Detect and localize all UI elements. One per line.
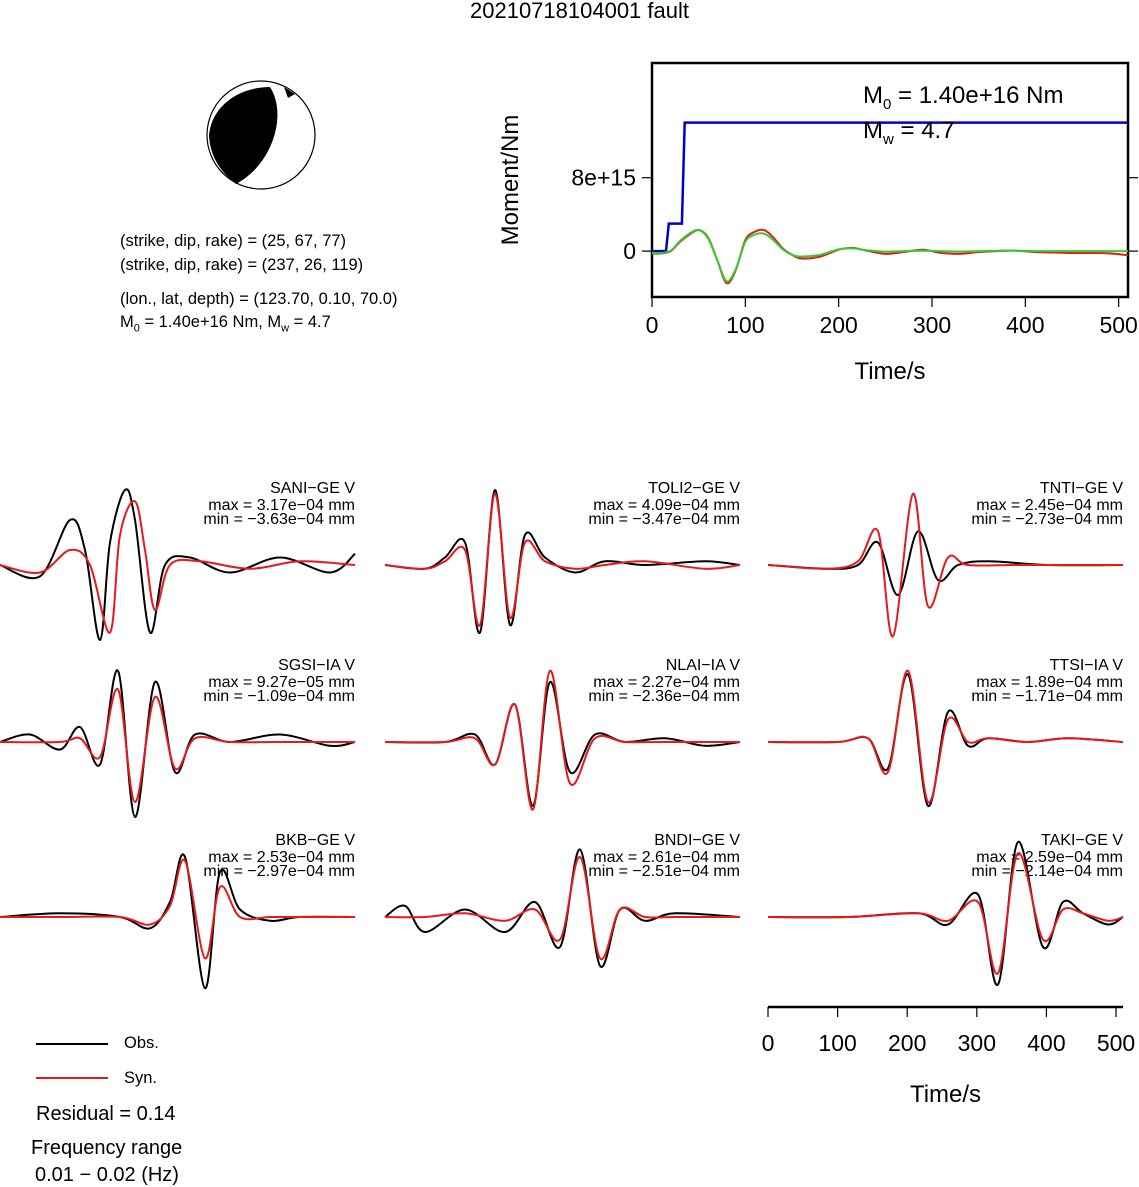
- station-min: min = −2.73e−04 mm: [971, 511, 1123, 528]
- moment-magnitude-info: M0 = 1.40e+16 Nm, Mw = 4.7: [120, 313, 331, 335]
- x-tick-label: 200: [819, 312, 857, 338]
- syn-trace: [384, 669, 740, 811]
- syn-trace: [0, 688, 355, 804]
- station-max: max = 2.27e−04 mm: [593, 674, 740, 691]
- x-tick-label: 300: [913, 312, 951, 338]
- moment-series-2: [651, 228, 1128, 283]
- station-name: TNTI−GE V: [1040, 480, 1123, 497]
- strike-dip-rake-2: (strike, dip, rake) = (237, 26, 119): [120, 256, 364, 274]
- moment-plot-frame: [650, 61, 1130, 299]
- figure-title: 20210718104001 fault: [470, 0, 689, 23]
- residual-label: Residual = 0.14: [36, 1103, 176, 1125]
- station-min: min = −1.09e−04 mm: [203, 688, 355, 705]
- station-name: NLAI−IA V: [666, 657, 741, 674]
- legend-obs-label: Obs.: [124, 1034, 159, 1052]
- mw-main: M: [863, 117, 883, 144]
- syn-trace: [767, 852, 1124, 975]
- syn-trace: [0, 500, 356, 634]
- moment-plot: 0 8e+15 0 100 200 300 400 500 Time/s Moment/Nm: [497, 61, 1138, 385]
- station-min: min = −2.36e−04 mm: [588, 688, 740, 705]
- obs-trace: [384, 680, 741, 807]
- x-tick-label: 100: [726, 312, 764, 338]
- frequency-range-value: 0.01 − 0.02 (Hz): [35, 1164, 179, 1186]
- station-min: min = −3.47e−04 mm: [588, 511, 740, 528]
- legend-lines: [36, 1043, 108, 1079]
- m0-subscript: 0: [133, 322, 140, 335]
- syn-trace: [767, 492, 1123, 638]
- station-max: max = 3.17e−04 mm: [208, 497, 355, 514]
- x-axis-label: Time/s: [854, 358, 925, 385]
- x-tick-label: 500: [1099, 312, 1137, 338]
- station-name: TTSI−IA V: [1050, 657, 1124, 674]
- mw-main-value: = 4.7: [893, 117, 955, 144]
- obs-trace: [767, 530, 1124, 597]
- y-tick-label: 0: [623, 238, 636, 264]
- y-tick-label: 8e+15: [571, 165, 636, 191]
- x-tick-label: 0: [646, 312, 659, 338]
- time-axis-label: Time/s: [910, 1081, 981, 1108]
- station-min: min = −3.63e−04 mm: [203, 511, 355, 528]
- frequency-range-label: Frequency range: [31, 1137, 183, 1159]
- moment-series-group: [651, 121, 1129, 285]
- station-max: max = 4.09e−04 mm: [593, 497, 740, 514]
- time-axis-tick-label: 500: [1097, 1030, 1135, 1056]
- station-max: max = 2.61e−04 mm: [593, 849, 740, 866]
- m0-value: = 1.40e+16 Nm, M: [139, 313, 282, 331]
- station-name: SANI−GE V: [270, 480, 355, 497]
- m0-main-value: = 1.40e+16 Nm: [891, 82, 1064, 109]
- legend-syn-label: Syn.: [124, 1069, 158, 1087]
- m0-main: M: [863, 82, 883, 109]
- m0-symbol: M: [120, 313, 134, 331]
- station-max: max = 1.89e−04 mm: [976, 674, 1123, 691]
- mw-main-sub: w: [883, 130, 894, 148]
- beachball-icon: [206, 80, 316, 190]
- station-name: SGSI−IA V: [278, 657, 355, 674]
- station-name: BNDI−GE V: [654, 832, 740, 849]
- syn-trace: [0, 858, 355, 960]
- time-axis-tick-label: 400: [1027, 1030, 1065, 1056]
- station-min: min = −2.97e−04 mm: [203, 863, 355, 880]
- station-max: max = 2.53e−04 mm: [208, 849, 355, 866]
- time-axis-tick-label: 300: [958, 1030, 996, 1056]
- station-max: max = 9.27e−05 mm: [208, 674, 355, 691]
- station-min: min = −2.14e−04 mm: [971, 863, 1123, 880]
- beachball-small-quadrant: [284, 87, 295, 98]
- location-depth: (lon., lat, depth) = (123.70, 0.10, 70.0…: [120, 290, 398, 308]
- station-min: min = −2.51e−04 mm: [588, 863, 740, 880]
- syn-trace: [384, 492, 741, 627]
- y-axis-label: Moment/Nm: [497, 115, 524, 246]
- time-axis-tick-label: 200: [888, 1030, 926, 1056]
- time-axis-tick-label: 0: [762, 1030, 775, 1056]
- mw-subscript: w: [281, 322, 290, 335]
- moment-annotation-mw: Mw = 4.7: [863, 117, 955, 148]
- station-max: max = 2.45e−04 mm: [976, 497, 1123, 514]
- obs-trace: [384, 488, 741, 634]
- mw-value: = 4.7: [289, 313, 331, 331]
- syn-trace: [384, 855, 740, 961]
- station-name: BKB−GE V: [275, 832, 355, 849]
- station-min: min = −1.71e−04 mm: [971, 688, 1123, 705]
- moment-series-0: [652, 121, 1128, 253]
- time-axis-tick-label: 100: [818, 1030, 856, 1056]
- beachball-compression-quadrant: [209, 87, 278, 184]
- obs-trace: [0, 488, 356, 642]
- x-tick-label: 400: [1006, 312, 1044, 338]
- station-name: TOLI2−GE V: [648, 480, 740, 497]
- station-name: TAKI−GE V: [1041, 832, 1123, 849]
- strike-dip-rake-1: (strike, dip, rake) = (25, 67, 77): [120, 232, 347, 250]
- m0-main-sub: 0: [883, 95, 892, 113]
- moment-annotation-m0: M0 = 1.40e+16 Nm: [863, 82, 1063, 113]
- syn-trace: [767, 669, 1124, 804]
